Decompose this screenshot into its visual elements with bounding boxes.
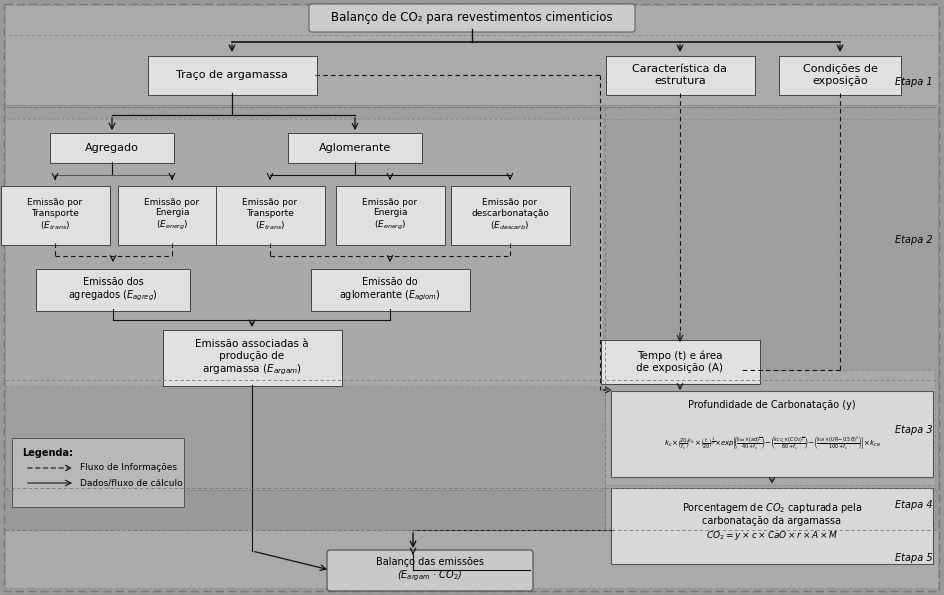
FancyBboxPatch shape — [50, 133, 174, 163]
FancyBboxPatch shape — [147, 55, 316, 95]
Text: Emissão por
Energia
($E_{energ}$): Emissão por Energia ($E_{energ}$) — [362, 198, 417, 232]
FancyBboxPatch shape — [327, 550, 533, 591]
Bar — [5, 5, 938, 105]
Bar — [605, 370, 935, 485]
Text: Traço de argamassa: Traço de argamassa — [177, 70, 288, 80]
Text: Aglomerante: Aglomerante — [319, 143, 391, 153]
Bar — [5, 118, 603, 386]
FancyBboxPatch shape — [36, 269, 190, 311]
FancyBboxPatch shape — [309, 4, 635, 32]
FancyBboxPatch shape — [288, 133, 422, 163]
FancyBboxPatch shape — [117, 186, 227, 245]
Text: $k_c\!\times\!\left(\!\frac{20}{f_c}\!\right)^{\!k_{fc}}\!\times\!\left(\!\frac{: $k_c\!\times\!\left(\!\frac{20}{f_c}\!\r… — [664, 434, 881, 452]
Text: $CO_2 = y \times c \times CaO \times r \times A \times M$: $CO_2 = y \times c \times CaO \times r \… — [706, 528, 838, 541]
Text: Característica da
estrutura: Característica da estrutura — [632, 64, 728, 86]
FancyBboxPatch shape — [12, 438, 184, 507]
Text: Etapa 4: Etapa 4 — [895, 500, 933, 510]
Text: Emissão por
Transporte
($E_{trans}$): Emissão por Transporte ($E_{trans}$) — [243, 198, 297, 232]
Text: Emissão por
Transporte
($E_{trans}$): Emissão por Transporte ($E_{trans}$) — [27, 198, 82, 232]
Text: Emissão dos
agregados ($E_{agreg}$): Emissão dos agregados ($E_{agreg}$) — [68, 277, 158, 303]
FancyBboxPatch shape — [611, 488, 933, 564]
Text: Emissão por
Energia
($E_{energ}$): Emissão por Energia ($E_{energ}$) — [144, 198, 199, 232]
Text: Balanço de CO₂ para revestimentos cimenticios: Balanço de CO₂ para revestimentos ciment… — [331, 11, 613, 24]
Text: Etapa 5: Etapa 5 — [895, 553, 933, 563]
FancyBboxPatch shape — [311, 269, 469, 311]
Text: Fluxo de Informações: Fluxo de Informações — [80, 464, 177, 472]
Text: Emissão por
descarbonatação
($E_{descarb}$): Emissão por descarbonatação ($E_{descarb… — [471, 198, 549, 232]
FancyBboxPatch shape — [215, 186, 325, 245]
Text: Legenda:: Legenda: — [22, 448, 73, 458]
FancyBboxPatch shape — [779, 55, 901, 95]
Bar — [605, 485, 935, 570]
Text: ($E_{argam}$ · $CO_2$): ($E_{argam}$ · $CO_2$) — [397, 569, 463, 583]
Text: Tempo (t) e área
de exposição (A): Tempo (t) e área de exposição (A) — [636, 351, 723, 373]
Text: Condições de
exposição: Condições de exposição — [802, 64, 877, 86]
Text: Porcentagem de $CO_2$ capturada pela: Porcentagem de $CO_2$ capturada pela — [682, 501, 862, 515]
Text: Dados/fluxo de cálculo: Dados/fluxo de cálculo — [80, 478, 182, 487]
Text: Emissão associadas à
produção de
argamassa ($E_{argam}$): Emissão associadas à produção de argamas… — [195, 339, 309, 377]
Text: Etapa 2: Etapa 2 — [895, 235, 933, 245]
Bar — [5, 530, 938, 588]
FancyBboxPatch shape — [1, 186, 110, 245]
FancyBboxPatch shape — [600, 340, 760, 384]
Text: carbonatação da argamassa: carbonatação da argamassa — [702, 516, 841, 526]
Text: Etapa 1: Etapa 1 — [895, 77, 933, 87]
Text: Agregado: Agregado — [85, 143, 139, 153]
FancyBboxPatch shape — [611, 391, 933, 477]
Bar — [5, 105, 938, 490]
Text: Emissão do
aglomerante ($E_{aglom}$): Emissão do aglomerante ($E_{aglom}$) — [339, 277, 441, 303]
FancyBboxPatch shape — [605, 55, 754, 95]
FancyBboxPatch shape — [162, 330, 342, 386]
Text: Balanço das emissões: Balanço das emissões — [376, 557, 484, 567]
FancyBboxPatch shape — [335, 186, 445, 245]
Text: Etapa 3: Etapa 3 — [895, 425, 933, 435]
FancyBboxPatch shape — [450, 186, 569, 245]
Text: Profundidade de Carbonatação (y): Profundidade de Carbonatação (y) — [688, 400, 856, 410]
